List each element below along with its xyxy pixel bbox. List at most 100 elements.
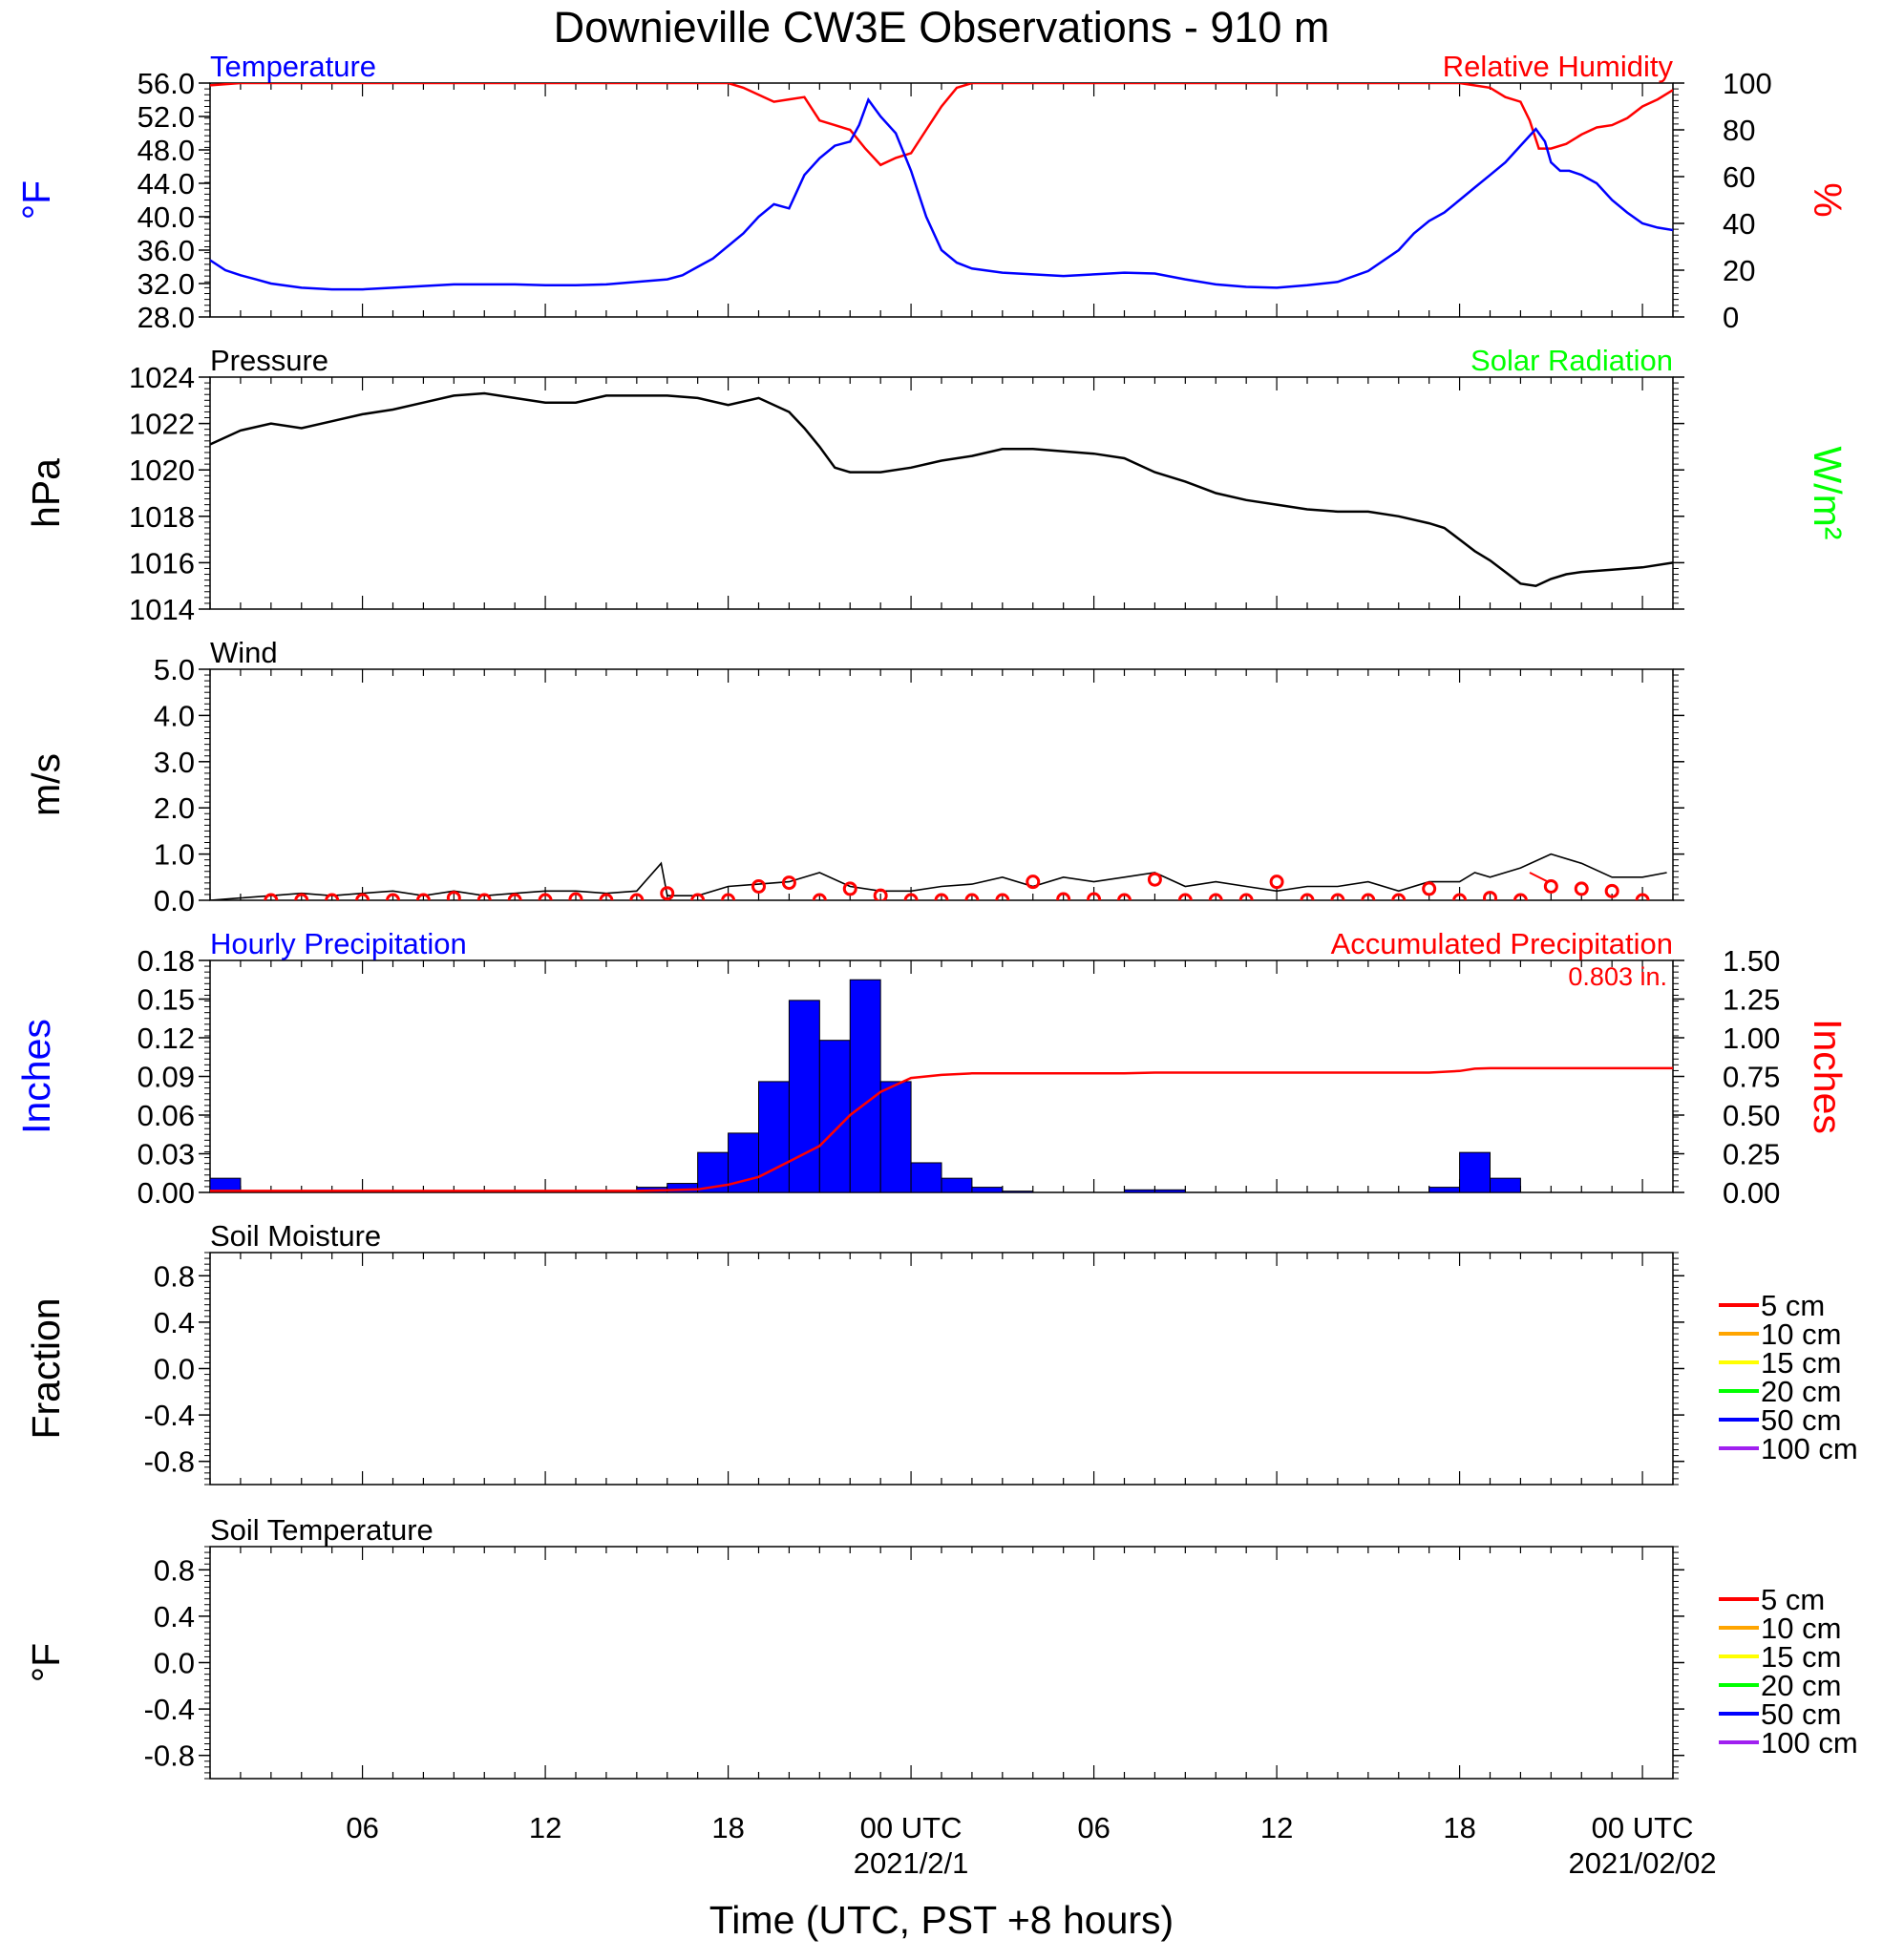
plot-frame — [209, 82, 1674, 318]
y-right-tick-label: 1.25 — [1723, 983, 1780, 1017]
y-axis-title: °F — [14, 180, 58, 220]
y-tick-label: 28.0 — [138, 301, 195, 334]
wind-direction-marker — [842, 881, 857, 896]
precip-bar — [910, 1162, 942, 1192]
wind-direction-marker — [1574, 881, 1589, 896]
y-right-tick-label: 0.50 — [1723, 1099, 1780, 1132]
y-tick-label: 0.12 — [138, 1022, 195, 1055]
panel-title-left: Soil Moisture — [210, 1219, 381, 1253]
wind-direction-marker — [1269, 875, 1284, 890]
precip-bar — [697, 1151, 730, 1192]
y-tick-label: 0.8 — [154, 1553, 195, 1587]
wind-direction-marker — [1177, 893, 1193, 900]
wind-direction-marker — [1483, 891, 1497, 900]
y-tick-label: 56.0 — [138, 67, 195, 100]
panel-title-right: Solar Radiation — [1470, 344, 1673, 377]
y-tick-label: 0.06 — [138, 1099, 195, 1132]
plot-data — [210, 391, 1673, 587]
y-axis-title-right: W/m² — [1806, 447, 1850, 540]
y-tick-label: 1.0 — [154, 838, 195, 872]
humidity-line — [210, 83, 1673, 167]
wind-direction-marker — [1361, 893, 1376, 900]
y-tick-label: 3.0 — [154, 746, 195, 779]
wind-direction-marker — [1422, 881, 1437, 896]
wind-direction-marker — [1208, 893, 1223, 900]
accumulated-total-label: 0.803 in. — [1568, 962, 1667, 991]
wind-direction-marker — [934, 893, 949, 900]
wind-direction-marker — [995, 893, 1010, 900]
wind-direction-marker — [629, 893, 645, 900]
chart-title: Downieville CW3E Observations - 910 m — [554, 3, 1330, 52]
legend-label: 15 cm — [1761, 1346, 1841, 1380]
y-tick-label: 0.09 — [138, 1061, 195, 1094]
y-tick-label: 48.0 — [138, 134, 195, 167]
y-tick-label: -0.4 — [144, 1693, 195, 1726]
y-axis-title: m/s — [24, 753, 68, 816]
y-axis-title-right: % — [1806, 182, 1850, 217]
legend-label: 5 cm — [1761, 1289, 1825, 1322]
accumulated-precip-line — [210, 1066, 1673, 1192]
panel-pressure_solar: 1024 1022 1020 1018 1016 1014 Pressure Solar Ra… — [24, 344, 1850, 626]
y-tick-label: 4.0 — [154, 699, 195, 732]
plot-data — [210, 853, 1667, 900]
panel-title-left: Pressure — [210, 344, 328, 377]
panel-title-left: Hourly Precipitation — [210, 927, 467, 960]
legend-label: 15 cm — [1761, 1640, 1841, 1674]
precip-bar — [818, 1040, 851, 1192]
legend-label: 20 cm — [1761, 1669, 1841, 1702]
x-tick-label: 12 — [1260, 1811, 1293, 1844]
y-tick-label: 1014 — [129, 593, 195, 626]
chart-panels: 56.052.048.044.040.036.032.028.0 100 80 60 4… — [14, 50, 1858, 1880]
plot-frame — [209, 376, 1674, 610]
panel-soil_moisture: 0.8 0.4 0.0 -0.4 -0.8 Soil Moisture Fraction 5 … — [24, 1219, 1858, 1486]
y-tick-label: 0.18 — [138, 944, 195, 978]
panel-title-left: Temperature — [210, 50, 376, 83]
y-tick-label: 1016 — [129, 546, 195, 580]
wind-direction-marker — [325, 893, 340, 900]
wind-direction-marker — [476, 893, 492, 900]
wind-direction-marker — [1056, 892, 1071, 900]
precip-bar — [1153, 1189, 1186, 1192]
wind-direction-marker — [690, 893, 706, 900]
wind-direction-marker — [507, 893, 522, 900]
y-tick-label: 0.00 — [138, 1176, 195, 1210]
precip-bar — [1002, 1191, 1034, 1192]
y-right-tick-label: 0.75 — [1723, 1061, 1780, 1094]
wind-direction-marker — [1147, 872, 1162, 887]
wind-speed-line — [210, 853, 1667, 900]
wind-direction-marker — [1513, 893, 1528, 900]
x-tick-label: 18 — [1443, 1811, 1475, 1844]
y-tick-label: 40.0 — [138, 200, 195, 234]
wind-direction-marker — [264, 893, 279, 900]
wind-direction-marker — [1604, 883, 1619, 898]
y-axis-title-right: Inches — [1806, 1019, 1850, 1134]
x-tick-label: 06 — [1077, 1811, 1110, 1844]
panel-title-left: Wind — [210, 636, 278, 669]
y-right-tick-label: 80 — [1723, 114, 1755, 147]
wind-direction-marker — [1026, 875, 1041, 890]
legend-label: 10 cm — [1761, 1612, 1841, 1645]
y-right-tick-label: 1.00 — [1723, 1022, 1780, 1055]
x-tick-label: 18 — [711, 1811, 744, 1844]
x-date-label: 2021/02/02 — [1569, 1846, 1717, 1880]
y-tick-label: 0.0 — [154, 1647, 195, 1680]
precip-bar — [1428, 1187, 1461, 1192]
precip-bar — [1490, 1177, 1521, 1192]
wind-direction-marker — [568, 892, 583, 900]
wind-direction-marker — [1543, 878, 1558, 894]
wind-direction-marker — [1391, 893, 1407, 900]
y-right-tick-label: 40 — [1723, 207, 1755, 241]
pressure-line — [210, 391, 1673, 587]
y-tick-label: 36.0 — [138, 234, 195, 267]
panel-wind: 5.0 4.0 3.0 2.0 1.0 0.0 Wind m/s — [24, 636, 1684, 917]
wind-direction-marker — [355, 893, 370, 900]
wind-direction-marker — [1087, 892, 1102, 900]
y-tick-label: 0.8 — [154, 1259, 195, 1293]
y-tick-label: 0.0 — [154, 884, 195, 917]
plot-data — [210, 979, 1673, 1192]
wind-direction-marker — [873, 888, 888, 900]
y-right-tick-label: 60 — [1723, 160, 1755, 194]
y-tick-label: 44.0 — [138, 167, 195, 200]
precip-bar — [849, 979, 881, 1192]
